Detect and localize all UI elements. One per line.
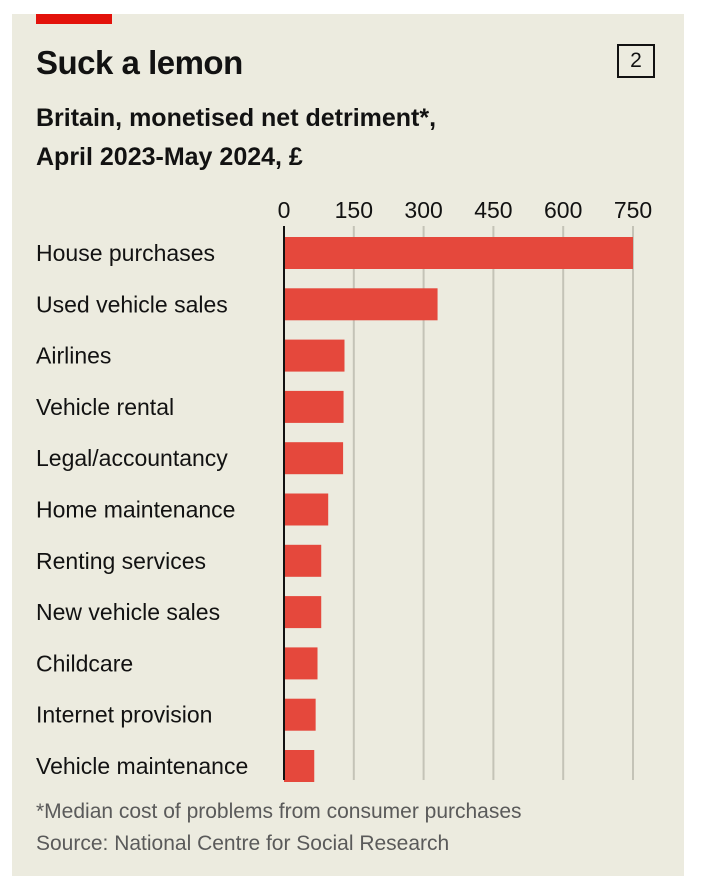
- bar: [284, 596, 322, 629]
- category-label: House purchases: [36, 240, 215, 266]
- category-label: Internet provision: [36, 702, 212, 728]
- bar: [284, 390, 344, 423]
- category-label: Childcare: [36, 650, 133, 676]
- category-label: Used vehicle sales: [36, 291, 228, 317]
- bar: [284, 237, 633, 269]
- chart-title: Suck a lemon: [36, 44, 243, 81]
- category-label: Vehicle rental: [36, 394, 174, 420]
- category-label: Home maintenance: [36, 497, 235, 523]
- chart-footnote: *Median cost of problems from consumer p…: [36, 800, 522, 823]
- chart-number-badge: 2: [617, 44, 655, 78]
- chart-subtitle-line-1: Britain, monetised net detriment*,: [36, 104, 437, 132]
- bar: [284, 698, 316, 731]
- bar: [284, 750, 315, 782]
- chart-source: Source: National Centre for Social Resea…: [36, 832, 450, 855]
- x-tick-label: 600: [544, 197, 582, 223]
- bar: [284, 442, 344, 475]
- bar: [284, 288, 438, 321]
- x-tick-label: 0: [278, 197, 291, 223]
- accent-tab: [36, 14, 112, 24]
- bar: [284, 493, 329, 526]
- x-tick-label: 300: [404, 197, 442, 223]
- bar: [284, 647, 318, 680]
- chart-panel: [12, 14, 684, 876]
- category-label: New vehicle sales: [36, 599, 220, 625]
- category-label: Airlines: [36, 343, 111, 369]
- x-tick-label: 150: [335, 197, 373, 223]
- category-label: Legal/accountancy: [36, 445, 228, 471]
- bar: [284, 544, 322, 577]
- category-label: Renting services: [36, 548, 206, 574]
- chart-subtitle-line-2: April 2023-May 2024, £: [36, 143, 303, 171]
- bar: [284, 339, 345, 372]
- x-tick-label: 450: [474, 197, 512, 223]
- category-label: Vehicle maintenance: [36, 753, 248, 779]
- x-tick-label: 750: [614, 197, 652, 223]
